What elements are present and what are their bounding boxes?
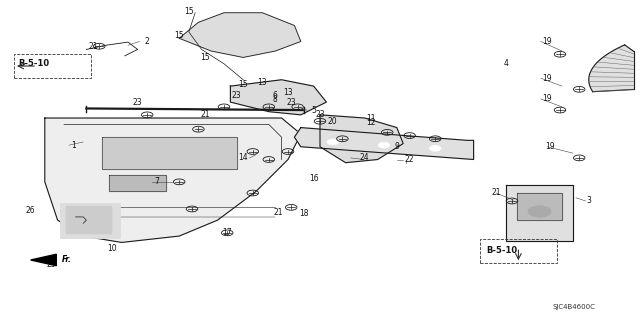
Text: 15: 15 (238, 80, 248, 89)
Polygon shape (517, 193, 562, 220)
Text: 19: 19 (545, 142, 556, 151)
Text: 15: 15 (200, 53, 210, 62)
Text: 21: 21 (200, 110, 209, 119)
Text: 5: 5 (311, 106, 316, 115)
Polygon shape (109, 175, 166, 191)
Text: 11: 11 (367, 114, 376, 122)
Text: 13: 13 (283, 88, 293, 97)
Text: B-5-10: B-5-10 (18, 59, 49, 68)
Text: 22: 22 (405, 155, 414, 164)
Polygon shape (320, 115, 403, 163)
Text: 12: 12 (367, 118, 376, 127)
Circle shape (528, 206, 551, 217)
Text: 23: 23 (286, 98, 296, 107)
Text: 21: 21 (274, 208, 283, 217)
Text: 20: 20 (328, 117, 338, 126)
Text: 17: 17 (222, 228, 232, 237)
Bar (66, 206, 112, 234)
Text: 4: 4 (503, 59, 508, 68)
Polygon shape (102, 137, 237, 169)
Circle shape (429, 145, 441, 151)
Text: 21: 21 (492, 189, 500, 197)
Text: 25: 25 (46, 260, 56, 269)
Polygon shape (179, 13, 301, 57)
Polygon shape (45, 118, 301, 242)
Text: 15: 15 (174, 31, 184, 40)
Text: 7: 7 (154, 177, 159, 186)
Text: 1: 1 (71, 141, 76, 150)
Bar (60, 203, 120, 238)
Text: SJC4B4600C: SJC4B4600C (552, 304, 595, 310)
Polygon shape (589, 45, 634, 92)
Polygon shape (506, 185, 573, 241)
Text: 19: 19 (542, 74, 552, 83)
Text: 3: 3 (586, 197, 591, 205)
Polygon shape (31, 254, 56, 266)
Text: 24: 24 (360, 153, 370, 162)
Text: 23: 23 (132, 98, 143, 107)
Text: 21: 21 (88, 42, 97, 51)
Text: 16: 16 (308, 174, 319, 183)
Text: 9: 9 (394, 142, 399, 151)
Text: B-5-10: B-5-10 (486, 246, 518, 255)
Text: 8: 8 (273, 95, 278, 104)
Circle shape (378, 142, 390, 148)
Bar (480, 239, 557, 263)
Text: 23: 23 (315, 110, 325, 119)
Text: 18: 18 (300, 209, 308, 218)
Text: 2: 2 (145, 37, 150, 46)
Polygon shape (230, 80, 326, 115)
Circle shape (327, 139, 339, 145)
Text: 14: 14 (238, 153, 248, 162)
Polygon shape (294, 128, 474, 160)
Text: 10: 10 (107, 244, 117, 253)
Text: 19: 19 (542, 37, 552, 46)
Text: Fr.: Fr. (61, 255, 71, 263)
Text: 19: 19 (542, 94, 552, 103)
Bar (14, 54, 91, 78)
Text: 15: 15 (184, 7, 194, 16)
Text: 23: 23 (232, 91, 242, 100)
Text: 6: 6 (273, 91, 278, 100)
Text: 13: 13 (257, 78, 268, 87)
Text: 26: 26 (26, 206, 36, 215)
